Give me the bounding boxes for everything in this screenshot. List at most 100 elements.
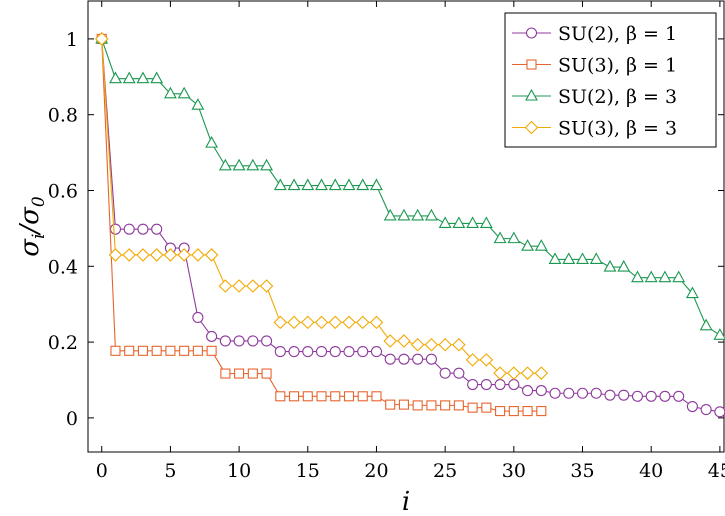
data-point-square <box>522 406 533 417</box>
legend-box <box>504 12 717 148</box>
y-tick-label: 0.6 <box>48 180 78 202</box>
series <box>96 33 725 418</box>
y-tick-label: 0 <box>66 408 78 430</box>
data-point-square <box>110 345 121 356</box>
data-point-circle <box>480 378 492 391</box>
data-point-triangle <box>232 158 246 171</box>
data-point-circle <box>192 311 204 324</box>
data-point-triangle <box>424 208 438 221</box>
data-point-circle <box>329 346 341 358</box>
data-point-triangle <box>301 178 315 191</box>
data-point-diamond <box>355 315 370 330</box>
data-point-circle <box>137 223 149 235</box>
data-point-square <box>192 345 203 356</box>
y-tick-label: 0.2 <box>48 332 78 354</box>
data-point-triangle <box>177 86 191 99</box>
data-point-square <box>179 345 190 356</box>
data-point-circle <box>123 223 135 235</box>
y-axis-label-part: σ <box>15 206 45 225</box>
data-point-square <box>481 402 492 413</box>
data-point-triangle <box>603 259 617 272</box>
data-point-circle <box>398 353 410 365</box>
data-point-circle <box>357 346 369 358</box>
data-point-triangle <box>562 252 576 265</box>
data-point-circle <box>109 223 122 235</box>
data-point-circle <box>453 367 465 379</box>
data-point-diamond <box>136 248 150 262</box>
x-tick-label: 10 <box>227 460 251 482</box>
data-point-square <box>536 406 547 417</box>
data-point-triangle <box>122 71 136 84</box>
data-point-square <box>261 368 272 379</box>
data-point-circle <box>302 346 314 358</box>
data-point-circle <box>494 378 506 391</box>
data-point-triangle <box>589 252 603 265</box>
data-point-circle <box>659 390 671 402</box>
data-point-diamond <box>94 32 109 46</box>
data-point-square <box>288 391 300 402</box>
data-point-square <box>526 59 537 70</box>
data-point-circle <box>261 335 273 347</box>
y-tick-label: 0.8 <box>48 105 78 127</box>
legend-label: SU(2), β = 3 <box>558 86 677 108</box>
data-point-triangle <box>218 158 232 171</box>
data-point-triangle <box>397 208 411 221</box>
data-point-circle <box>508 378 520 391</box>
data-point-triangle <box>713 328 725 340</box>
data-point-diamond <box>524 120 539 135</box>
series <box>94 32 549 380</box>
legend-label: SU(3), β = 1 <box>558 55 677 77</box>
data-point-square <box>137 345 148 356</box>
data-point-diamond <box>424 337 439 352</box>
data-point-square <box>275 391 286 402</box>
data-point-diamond <box>383 334 397 348</box>
data-point-circle <box>425 353 437 365</box>
data-point-square <box>357 391 368 402</box>
legend-label: SU(3), β = 3 <box>558 118 677 140</box>
data-point-triangle <box>383 208 397 221</box>
data-point-circle <box>467 378 479 391</box>
y-tick-label: 0.4 <box>48 256 78 278</box>
data-point-circle <box>604 389 616 401</box>
data-point-circle <box>525 27 538 39</box>
series-line <box>101 38 721 336</box>
legend-entry: SU(3), β = 3 <box>512 118 677 140</box>
data-point-diamond <box>218 279 233 293</box>
data-point-triangle <box>493 231 507 244</box>
data-point-circle <box>631 390 644 402</box>
legend-label: SU(2), β = 1 <box>558 23 677 45</box>
y-axis-label: σi/σ0 <box>15 196 49 257</box>
x-tick-label: 15 <box>296 460 320 482</box>
data-point-square <box>330 391 341 402</box>
data-point-triangle <box>163 86 177 99</box>
data-point-triangle <box>525 88 538 101</box>
data-point-diamond <box>287 315 301 330</box>
series-layer <box>94 31 725 418</box>
data-point-circle <box>535 385 547 397</box>
data-point-triangle <box>315 178 328 191</box>
data-point-diamond <box>534 366 549 380</box>
data-point-square <box>412 400 423 411</box>
data-point-diamond <box>108 248 123 262</box>
data-point-triangle <box>672 270 686 283</box>
data-point-circle <box>673 390 685 402</box>
y-axis-label-part: 0 <box>29 196 49 207</box>
data-point-diamond <box>342 315 356 330</box>
data-point-diamond <box>301 315 315 330</box>
data-point-circle <box>219 335 231 347</box>
data-point-circle <box>412 353 424 365</box>
data-point-square <box>124 345 135 356</box>
data-point-triangle <box>205 135 219 148</box>
data-point-circle <box>522 385 534 397</box>
data-point-triangle <box>534 239 548 251</box>
data-point-circle <box>206 330 218 342</box>
data-point-triangle <box>631 270 644 283</box>
x-tick-label: 40 <box>639 460 663 482</box>
data-point-diamond <box>397 334 411 348</box>
plot-frame <box>87 0 725 453</box>
series-line <box>101 38 720 413</box>
data-point-triangle <box>356 178 370 191</box>
data-point-triangle <box>466 216 480 229</box>
data-point-triangle <box>287 178 301 191</box>
